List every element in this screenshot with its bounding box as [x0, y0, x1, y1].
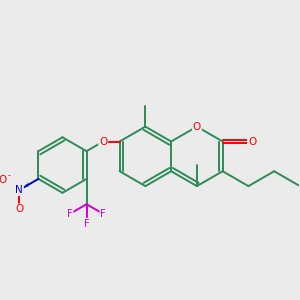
Text: O: O — [15, 204, 23, 214]
Text: +: + — [24, 182, 30, 188]
Text: O: O — [99, 136, 107, 146]
Text: O: O — [0, 176, 7, 185]
Text: -: - — [7, 171, 10, 180]
Text: O: O — [193, 122, 201, 132]
Text: F: F — [84, 218, 89, 229]
Text: F: F — [67, 209, 73, 219]
Text: F: F — [100, 209, 106, 219]
Text: N: N — [15, 185, 23, 195]
Text: O: O — [248, 136, 256, 146]
